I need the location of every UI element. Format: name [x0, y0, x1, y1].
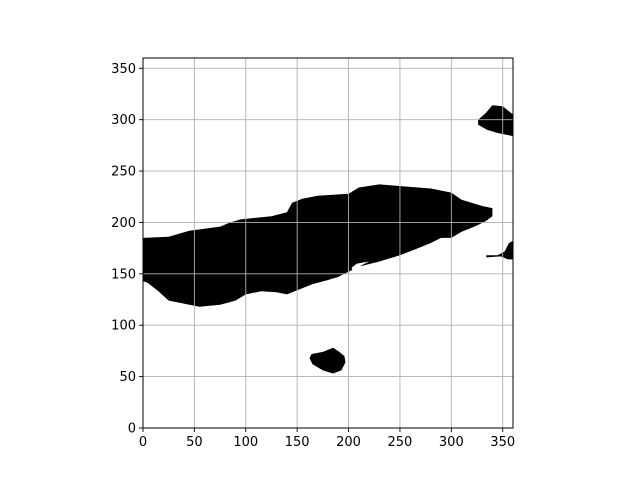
- y-tick-label: 50: [119, 370, 136, 385]
- x-tick-label: 250: [388, 435, 413, 450]
- y-tick-label: 200: [111, 216, 136, 231]
- y-tick-label: 350: [111, 62, 136, 77]
- axes-frame: [142, 57, 514, 429]
- x-tick-label: 350: [490, 435, 515, 450]
- y-tick-label: 100: [111, 319, 136, 334]
- grid-lines: [142, 58, 513, 429]
- axes: 0 50 100 150 200 250 300 350 0 50 100 150 200 250 300 3…: [111, 57, 515, 450]
- blob-right-edge: [486, 240, 513, 260]
- y-tick-label: 150: [111, 267, 136, 282]
- x-tick-label: 150: [285, 435, 310, 450]
- x-tick-label: 200: [336, 435, 361, 450]
- notch-gap: [351, 261, 370, 274]
- small-blob-lower: [309, 347, 346, 374]
- blob-upper-right: [478, 105, 513, 137]
- y-tick-label: 250: [111, 165, 136, 180]
- main-region: [143, 184, 493, 307]
- x-tick-label: 100: [233, 435, 258, 450]
- x-tick-label: 300: [439, 435, 464, 450]
- y-tick-label: 0: [128, 422, 136, 437]
- plot-area: [143, 58, 513, 428]
- x-tick-label: 0: [139, 435, 147, 450]
- x-tick-label: 50: [186, 435, 203, 450]
- y-tick-label: 300: [111, 113, 136, 128]
